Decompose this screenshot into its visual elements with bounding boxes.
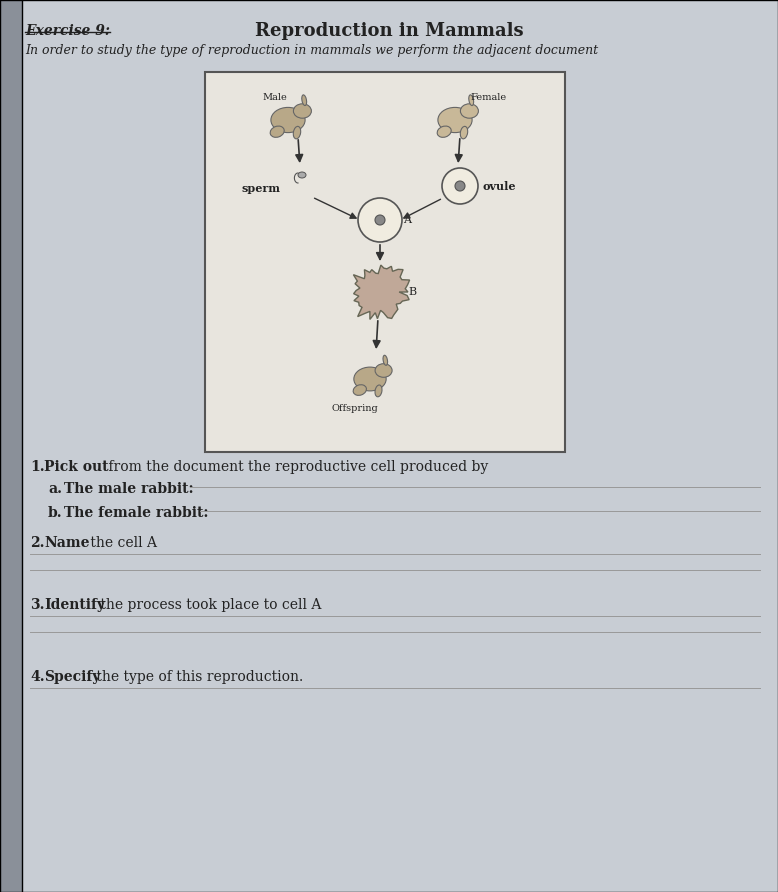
Text: In order to study the type of reproduction in mammals we perform the adjacent do: In order to study the type of reproducti… [25, 44, 598, 57]
Text: ovule: ovule [483, 180, 517, 192]
Text: Pick out: Pick out [44, 460, 108, 474]
Text: Reproduction in Mammals: Reproduction in Mammals [254, 22, 524, 40]
Text: 2.: 2. [30, 536, 44, 550]
Text: the process took place to cell A: the process took place to cell A [96, 598, 321, 612]
Circle shape [442, 168, 478, 204]
Ellipse shape [383, 355, 387, 366]
Ellipse shape [438, 107, 472, 133]
Text: A: A [403, 215, 411, 225]
Text: Name: Name [44, 536, 89, 550]
Ellipse shape [298, 172, 306, 178]
Circle shape [358, 198, 402, 242]
Text: the cell A: the cell A [86, 536, 157, 550]
Ellipse shape [271, 107, 305, 133]
Text: a.: a. [48, 482, 62, 496]
Ellipse shape [461, 103, 478, 119]
Text: Male: Male [262, 93, 287, 102]
Circle shape [455, 181, 465, 191]
Text: 3.: 3. [30, 598, 44, 612]
Ellipse shape [293, 103, 311, 119]
Text: the type of this reproduction.: the type of this reproduction. [92, 670, 303, 684]
Text: b.: b. [48, 506, 62, 520]
Text: 4.: 4. [30, 670, 44, 684]
Text: 1.: 1. [30, 460, 44, 474]
Ellipse shape [375, 385, 382, 397]
Ellipse shape [353, 384, 366, 395]
Ellipse shape [437, 126, 451, 137]
Polygon shape [353, 265, 409, 319]
Ellipse shape [461, 127, 468, 139]
Circle shape [375, 215, 385, 225]
Ellipse shape [354, 368, 386, 391]
Text: from the document the reproductive cell produced by: from the document the reproductive cell … [104, 460, 489, 474]
FancyBboxPatch shape [0, 0, 22, 892]
Text: sperm: sperm [242, 183, 281, 194]
Text: The female rabbit:: The female rabbit: [64, 506, 209, 520]
Text: Female: Female [470, 93, 506, 102]
Ellipse shape [302, 95, 307, 105]
Ellipse shape [469, 95, 474, 105]
FancyBboxPatch shape [205, 72, 565, 452]
Text: Specify: Specify [44, 670, 100, 684]
Ellipse shape [270, 126, 284, 137]
Text: Offspring: Offspring [331, 404, 378, 413]
Text: Exercise 9:: Exercise 9: [25, 24, 110, 38]
Text: Identify: Identify [44, 598, 105, 612]
Ellipse shape [375, 364, 392, 377]
Text: B: B [408, 287, 416, 297]
Text: The male rabbit:: The male rabbit: [64, 482, 194, 496]
Ellipse shape [293, 127, 301, 139]
